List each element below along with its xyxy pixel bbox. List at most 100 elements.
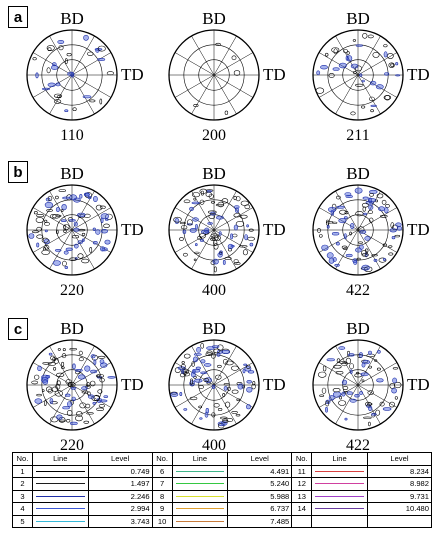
contour-mark	[383, 44, 388, 48]
contour-mark	[377, 349, 381, 354]
contour-mark	[65, 393, 71, 397]
contour-mark	[189, 396, 198, 401]
contour-mark	[379, 214, 388, 218]
contour-mark	[362, 32, 368, 39]
contour-mark	[343, 247, 348, 250]
contour-mark	[194, 251, 200, 254]
radial-line	[357, 74, 398, 98]
contour-mark	[235, 414, 241, 417]
panel-label-c: c	[8, 318, 28, 340]
contour-mark	[222, 259, 226, 265]
legend-line-swatch	[31, 464, 89, 478]
contour-mark	[55, 195, 59, 200]
contour-mark	[360, 250, 368, 256]
bd-label: BD	[202, 319, 226, 338]
pole-figure-a-200: BD TD 200	[168, 9, 286, 144]
contour-mark	[180, 363, 186, 369]
bd-label: BD	[346, 319, 370, 338]
contour-mark	[213, 403, 220, 408]
legend-level: 8.234	[366, 464, 433, 478]
contour-mark	[352, 71, 357, 74]
contour-mark	[389, 228, 397, 233]
contour-mark	[54, 390, 63, 397]
contour-mark	[67, 71, 75, 76]
contour-mark	[368, 204, 374, 210]
radial-line	[191, 35, 215, 76]
contour-mark	[331, 47, 340, 53]
contour-mark	[346, 51, 350, 55]
contour-mark	[359, 73, 363, 77]
contour-mark	[319, 394, 325, 397]
contour-mark	[375, 84, 384, 90]
contour-mark	[72, 363, 76, 370]
radial-line	[49, 35, 73, 76]
contour-mark	[389, 382, 396, 389]
legend-line-swatch	[171, 489, 229, 503]
contour-mark	[328, 257, 335, 264]
contour-mark	[208, 214, 216, 219]
contour-mark	[32, 230, 39, 234]
contour-mark	[63, 229, 67, 234]
legend-no: 8	[151, 489, 173, 503]
contour-mark	[211, 235, 219, 241]
contour-mark	[93, 196, 98, 203]
contour-mark	[388, 245, 393, 248]
contour-mark	[36, 393, 42, 397]
contour-mark	[336, 195, 341, 200]
contour-mark	[174, 218, 180, 225]
contour-mark	[195, 243, 198, 247]
contour-mark	[334, 263, 340, 267]
legend-no: 14	[291, 502, 313, 516]
contour-mark	[66, 194, 73, 201]
contour-mark	[173, 216, 182, 223]
pole-figure-b-400: BD TD 400	[168, 164, 286, 299]
legend-no: 13	[291, 489, 313, 503]
legend-line-swatch	[31, 514, 89, 528]
contour-mark	[63, 250, 69, 255]
contour-mark	[74, 368, 83, 372]
bd-label: BD	[346, 9, 370, 28]
contour-mark	[207, 222, 213, 225]
contour-mark	[62, 348, 66, 352]
radial-line	[357, 207, 398, 231]
contour-mark	[34, 374, 40, 380]
contour-mark	[394, 381, 402, 389]
contour-mark	[242, 368, 246, 374]
contour-mark	[203, 363, 212, 367]
radial-line	[357, 52, 398, 76]
contour-mark	[390, 63, 395, 67]
legend-line-swatch	[311, 502, 368, 516]
radial-line	[357, 229, 398, 253]
contour-mark	[95, 374, 105, 378]
contour-mark	[318, 234, 323, 238]
contour-mark	[388, 401, 395, 408]
pole-figure-c-400: BD TD 400	[168, 319, 286, 450]
contour-mark	[223, 383, 230, 386]
contour-level-legend: No. Line Level No. Line Level No. Line L…	[12, 452, 433, 528]
contour-mark	[44, 221, 50, 226]
contour-mark	[44, 229, 48, 233]
radial-line	[213, 207, 254, 231]
contour-mark	[235, 207, 240, 213]
legend-line-swatch	[311, 477, 368, 491]
contour-mark	[46, 67, 51, 74]
contour-mark	[49, 214, 57, 219]
legend-header-level: Level	[87, 452, 153, 466]
contour-mark	[224, 256, 232, 260]
contour-mark	[84, 192, 92, 199]
contour-mark	[387, 52, 394, 59]
radial-line	[191, 384, 215, 425]
radial-line	[335, 384, 359, 425]
contour-mark	[371, 254, 378, 257]
contour-mark	[55, 372, 65, 378]
contour-mark	[233, 224, 238, 231]
contour-mark	[192, 217, 199, 222]
radial-line	[213, 345, 237, 386]
contour-mark	[53, 366, 57, 371]
contour-mark	[388, 252, 394, 256]
contour-mark	[50, 65, 59, 71]
radial-line	[335, 190, 359, 231]
contour-mark	[362, 196, 369, 200]
legend-level: 7.485	[227, 514, 293, 528]
contour-mark	[83, 420, 90, 424]
